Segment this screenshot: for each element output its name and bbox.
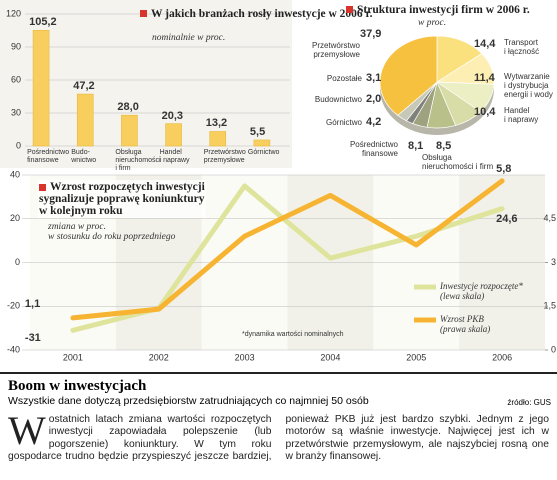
series-line [70, 178, 505, 321]
x-tick-label: 2004 [320, 352, 340, 362]
slice-label: Wytwarzanie i dystrybucja energii i wody [504, 72, 553, 99]
x-tick-label: 2006 [492, 352, 512, 362]
slice-label: Górnictwo [325, 118, 362, 127]
y2-tick-label: 1,5 [543, 301, 556, 311]
bar-subtitle: nominalnie w proc. [152, 33, 226, 43]
y-tick-label: 30 [11, 107, 21, 117]
value-label: 28,0 [117, 101, 139, 114]
slice-label: Obsługa nieruchomości i firm [422, 153, 494, 171]
drop-cap: W [8, 408, 46, 453]
value-label: 13,2 [205, 117, 228, 130]
x-tick-label: 2005 [406, 352, 426, 362]
slice-label: Handel i naprawy [504, 106, 539, 124]
x-tick-label: 2003 [235, 352, 255, 362]
legend-label: Wzrost PKB (prawa skala) [440, 314, 491, 334]
x-tick-label: Obsługa nieruchomości i firm [115, 149, 161, 172]
value-label: 105,2 [29, 16, 57, 29]
x-tick-label: Górnictwo [247, 149, 280, 156]
y2-tick-label: 4,5 [543, 213, 556, 223]
bar [32, 29, 50, 147]
value-label: 24,6 [496, 212, 518, 225]
y-tick-label: 0 [15, 257, 20, 267]
x-tick-label: Przetwórstwo przemysłowe [203, 149, 246, 164]
bar [253, 139, 271, 147]
value-label: 11,4 [474, 72, 495, 84]
slice-label: Transport i łączność [504, 38, 540, 56]
x-tick-label: Handel i naprawy [159, 149, 190, 164]
value-label: 3,1 [366, 72, 382, 84]
subheadline: Wszystkie dane dotyczą przedsiębiorstw z… [8, 395, 369, 407]
slice-label: Przetwórstwo przemysłowe [311, 41, 360, 59]
bar [121, 114, 138, 147]
value-label: 1,1 [24, 297, 41, 310]
line-subtitle: zmiana w proc. w stosunku do roku poprze… [48, 222, 176, 242]
y-tick-label: -40 [7, 344, 20, 354]
headline: Boom w inwestycjach [8, 378, 147, 394]
value-label: 20,3 [161, 109, 183, 122]
line-title: Wzrost rozpoczętych inwestycji sygnalizu… [39, 181, 205, 217]
body-text: ostatnich latach zmiana wartości rozpocz… [8, 414, 549, 463]
x-tick-label: Pośrednictwo finansowe [27, 149, 70, 164]
value-label: 4,2 [366, 116, 382, 128]
x-tick-label: Budo- wnictwo [71, 149, 97, 164]
source: źródło: GUS [507, 398, 551, 407]
x-tick-label: 2001 [63, 352, 83, 362]
y-tick-label: -20 [7, 301, 20, 311]
pie-slice [379, 35, 438, 116]
slice-label: Budownictwo [314, 95, 362, 104]
y-tick-label: 40 [10, 169, 20, 179]
value-label: 8,5 [436, 140, 452, 152]
value-label: 14,4 [474, 38, 496, 50]
slice-label: Pozostałe [326, 74, 362, 83]
slice-label: Pośrednictwo finansowe [349, 140, 398, 158]
pie-slice [436, 35, 483, 83]
bar [209, 131, 227, 147]
bar [76, 93, 94, 147]
y-tick-label: 20 [10, 213, 20, 223]
legend-label: Inwestycje rozpoczęte* (lewa skala) [440, 281, 523, 301]
value-label: 47,2 [73, 80, 95, 93]
value-label: -31 [24, 332, 41, 345]
value-label: 37,9 [360, 28, 382, 40]
y-tick-label: 60 [11, 74, 21, 84]
value-label: 2,0 [366, 93, 382, 105]
bar [165, 123, 182, 147]
y-tick-label: 120 [6, 8, 21, 18]
annotation: *dynamika wartości nominalnych [242, 331, 344, 338]
value-label: 8,1 [408, 140, 424, 152]
y-tick-label: 90 [11, 41, 21, 51]
bar-title: W jakich branżach rosły inwestycje w 200… [151, 8, 373, 20]
value-label: 10,4 [474, 106, 496, 118]
x-tick-label: 2002 [149, 352, 169, 362]
y-tick-label: 0 [16, 140, 21, 150]
value-label: 5,8 [496, 162, 512, 175]
y2-tick-label: 0 [551, 344, 556, 354]
pie-subtitle: w proc. [418, 18, 447, 28]
value-label: 5,5 [249, 125, 266, 138]
y2-tick-label: 3 [551, 257, 556, 267]
pie-title: Struktura inwestycji firm w 2006 r. [357, 4, 530, 16]
